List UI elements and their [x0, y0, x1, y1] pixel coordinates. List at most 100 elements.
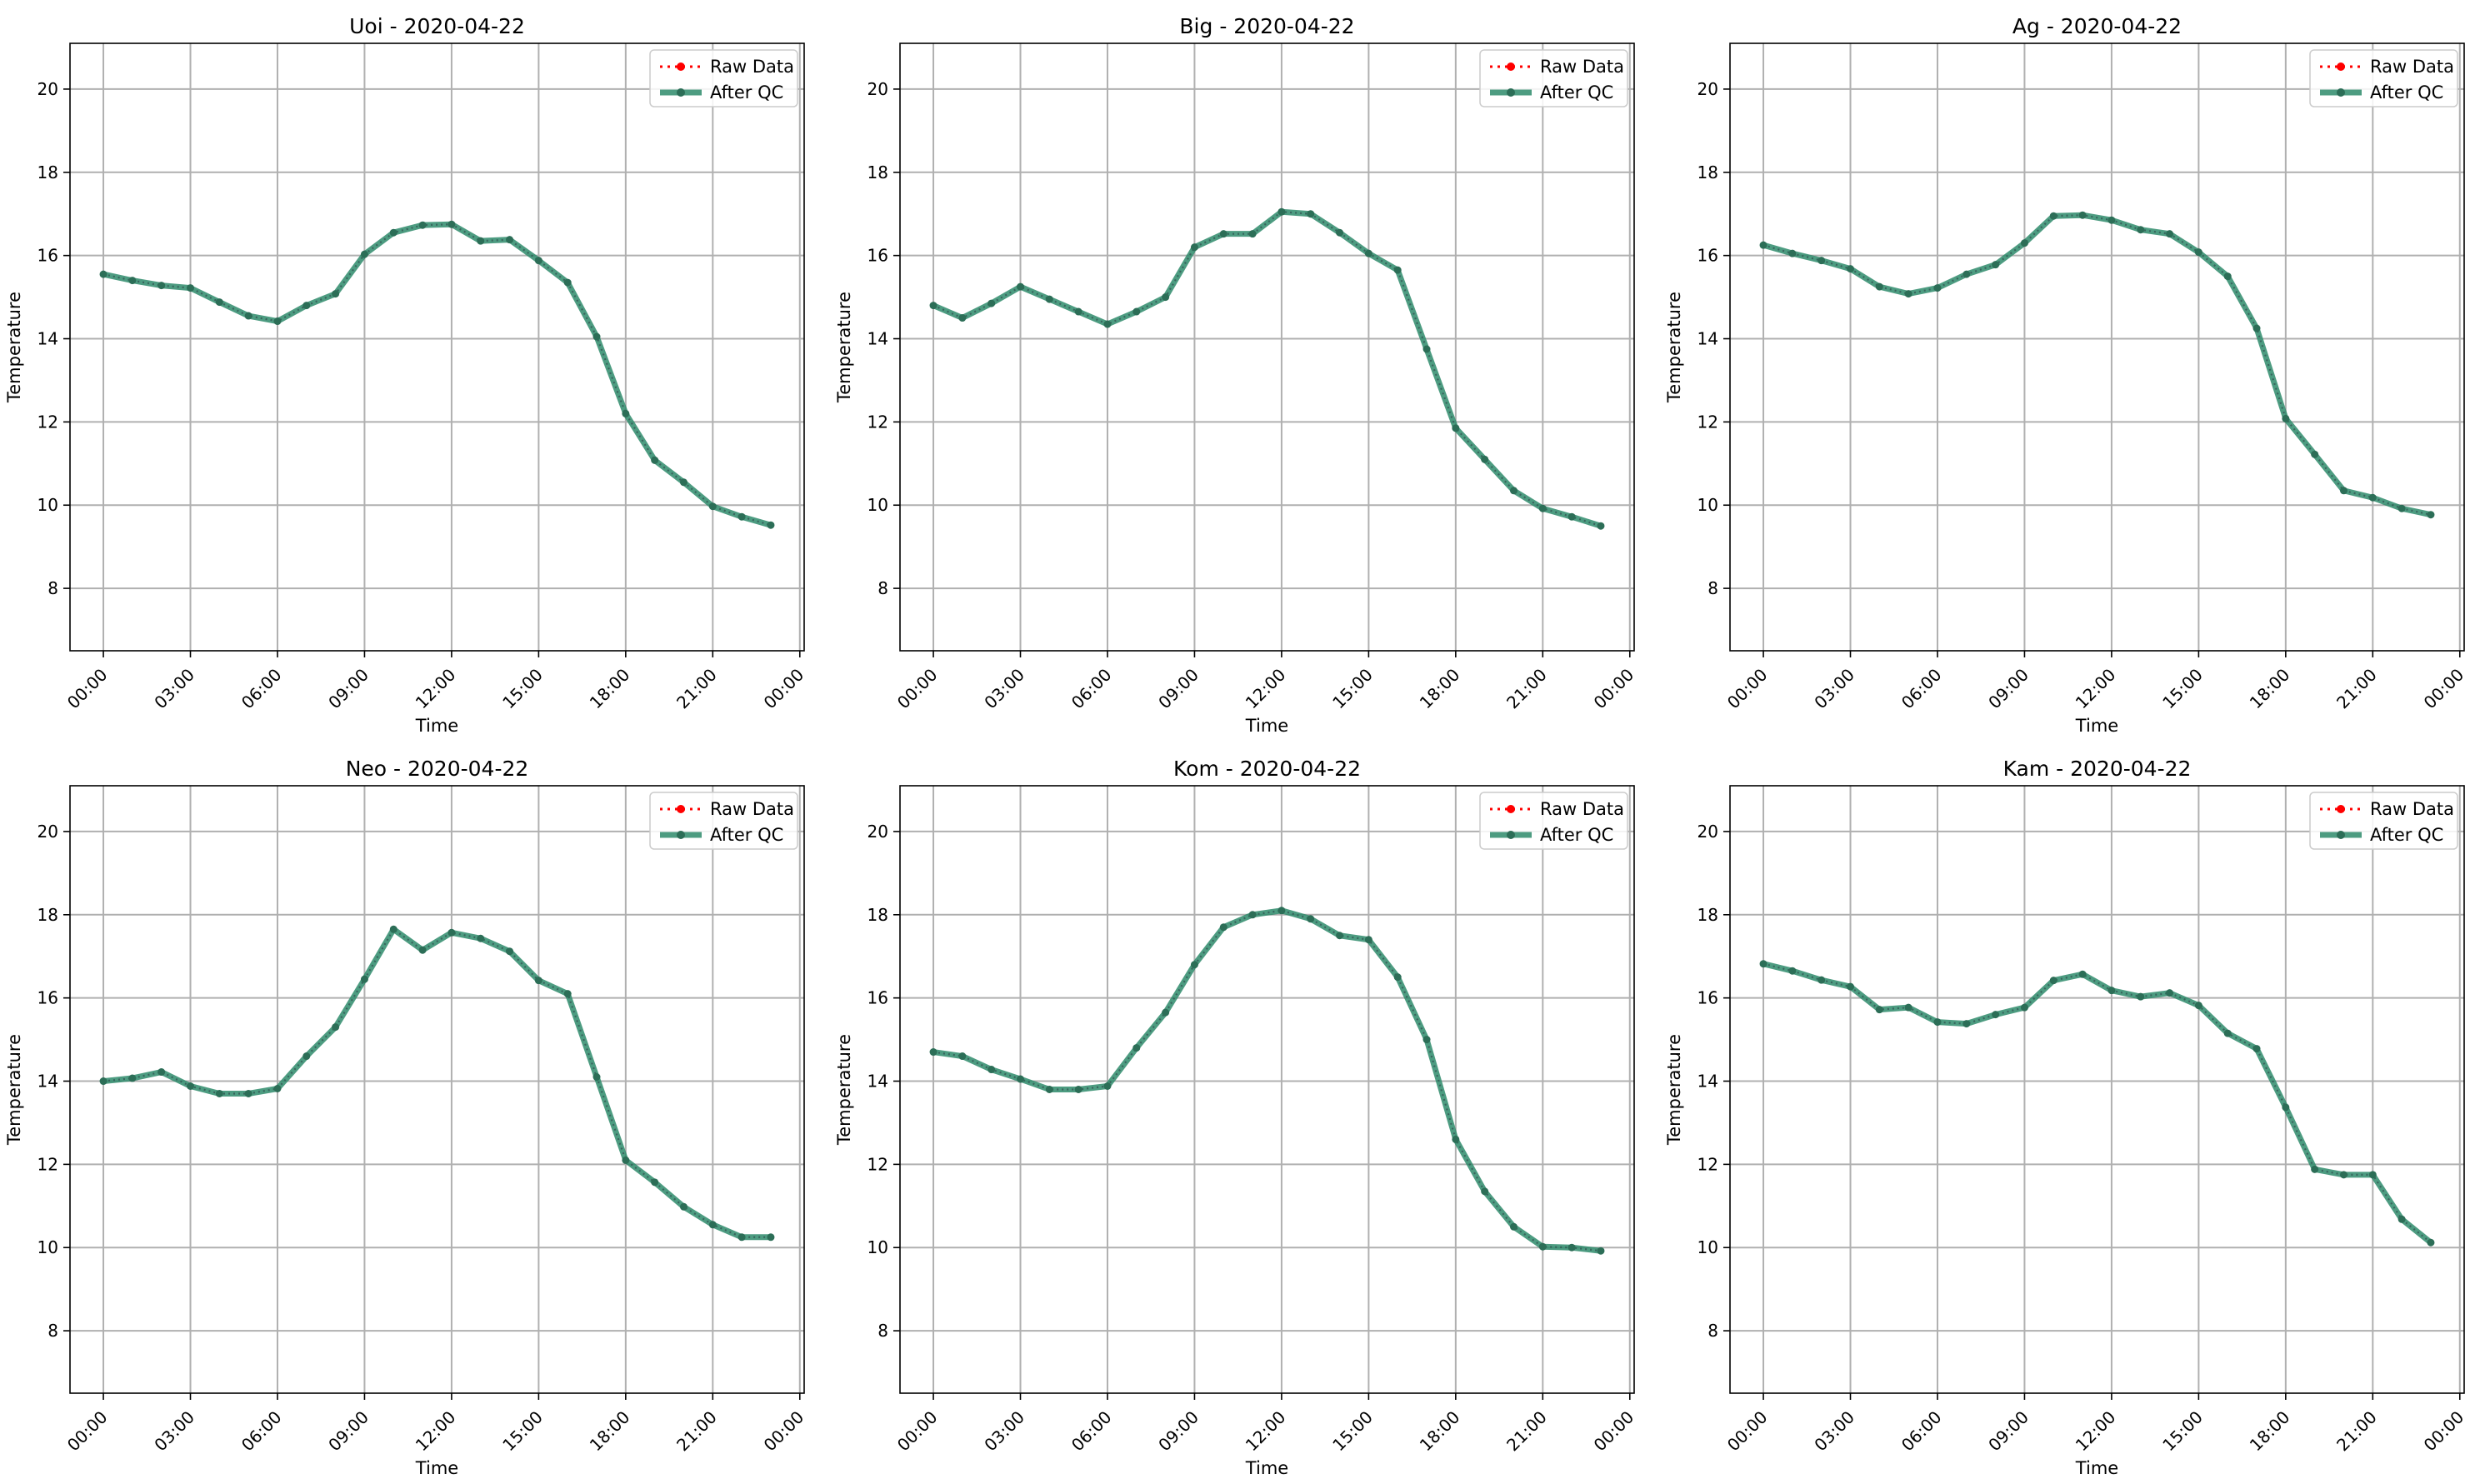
data-point-after-qc: [1788, 967, 1797, 975]
x-tick-label: 00:00: [2420, 665, 2468, 713]
y-tick-label: 8: [48, 1321, 58, 1341]
data-point-after-qc: [1847, 265, 1855, 273]
data-point-after-qc: [1190, 243, 1198, 252]
x-tick-label: 00:00: [1723, 665, 1772, 713]
y-tick-label: 20: [1698, 822, 1718, 842]
x-axis-label: Time: [415, 716, 458, 736]
data-point-after-qc: [99, 270, 108, 278]
y-tick-label: 16: [1698, 988, 1718, 1008]
data-point-after-qc: [534, 257, 542, 265]
data-point-after-qc: [1933, 1018, 1942, 1027]
legend-marker-raw-data: [1507, 805, 1515, 813]
y-tick-label: 20: [38, 79, 58, 99]
data-point-after-qc: [477, 237, 485, 245]
data-point-after-qc: [1759, 241, 1768, 249]
subplot-title: Neo - 2020-04-22: [346, 757, 529, 781]
data-point-after-qc: [1568, 1243, 1576, 1252]
data-point-after-qc: [2427, 1238, 2435, 1247]
data-point-after-qc: [1162, 1008, 1170, 1017]
x-tick-label: 15:00: [2158, 1407, 2207, 1456]
x-tick-label: 09:00: [324, 665, 372, 713]
data-point-after-qc: [534, 977, 542, 985]
legend-label-raw-data: Raw Data: [710, 57, 794, 77]
data-point-after-qc: [332, 290, 340, 298]
data-point-after-qc: [651, 1178, 659, 1187]
x-tick-label: 09:00: [1154, 1407, 1202, 1456]
data-point-after-qc: [622, 1156, 630, 1164]
y-tick-label: 20: [1698, 79, 1718, 99]
legend-marker-after-qc: [677, 88, 685, 97]
data-point-after-qc: [1017, 282, 1025, 291]
data-point-after-qc: [958, 314, 967, 322]
data-point-after-qc: [1452, 424, 1460, 432]
x-tick-label: 00:00: [893, 1407, 942, 1456]
series-line-after-qc: [932, 907, 1602, 1254]
data-point-after-qc: [273, 317, 282, 326]
legend-marker-raw-data: [1507, 62, 1515, 71]
data-point-after-qc: [1162, 293, 1170, 302]
x-tick-label: 00:00: [760, 1407, 808, 1456]
y-tick-label: 20: [38, 822, 58, 842]
data-point-after-qc: [506, 236, 514, 244]
x-tick-label: 15:00: [1328, 1407, 1377, 1456]
data-point-after-qc: [2368, 493, 2377, 502]
x-tick-label: 03:00: [1810, 665, 1858, 713]
data-point-after-qc: [187, 284, 195, 292]
data-point-after-qc: [2108, 987, 2116, 995]
data-point-after-qc: [1509, 1222, 1518, 1231]
y-axis-label: Temperature: [834, 292, 854, 403]
x-tick-label: 21:00: [2332, 1407, 2381, 1456]
x-tick-label: 09:00: [324, 1407, 372, 1456]
data-point-after-qc: [2223, 272, 2232, 281]
x-tick-label: 06:00: [238, 665, 286, 713]
data-point-after-qc: [332, 1023, 340, 1032]
legend-marker-raw-data: [2337, 62, 2345, 71]
y-tick-label: 12: [1698, 412, 1718, 432]
data-point-after-qc: [1509, 487, 1518, 495]
data-point-after-qc: [1307, 210, 1315, 218]
series-line-after-qc: [102, 221, 772, 528]
data-point-after-qc: [1219, 230, 1228, 238]
legend: Raw Data After QC: [1479, 49, 1628, 107]
x-tick-label: 00:00: [760, 665, 808, 713]
x-tick-label: 03:00: [980, 1407, 1028, 1456]
y-tick-label: 14: [38, 1072, 58, 1092]
data-point-after-qc: [2049, 977, 2058, 985]
data-point-after-qc: [2252, 324, 2261, 332]
y-tick-label: 18: [868, 162, 888, 182]
y-tick-label: 20: [868, 822, 888, 842]
data-point-after-qc: [2282, 414, 2290, 422]
data-point-after-qc: [2339, 487, 2348, 495]
data-point-after-qc: [418, 221, 427, 229]
y-tick-label: 18: [38, 162, 58, 182]
data-point-after-qc: [708, 502, 717, 511]
data-point-after-qc: [1248, 911, 1257, 919]
x-tick-label: 15:00: [2158, 665, 2207, 713]
y-tick-label: 8: [48, 578, 58, 598]
y-tick-label: 18: [38, 905, 58, 925]
y-tick-label: 8: [878, 1321, 888, 1341]
y-tick-label: 8: [1708, 578, 1718, 598]
y-tick-label: 14: [868, 329, 888, 349]
y-tick-label: 18: [868, 905, 888, 925]
data-point-after-qc: [1992, 261, 2000, 269]
y-axis-label: Temperature: [834, 1034, 854, 1146]
legend: Raw Data After QC: [2309, 792, 2458, 850]
subplot-4: 00:00 03:00 06:00 09:00 12:00 15:00 18:00 21:00…: [4, 757, 808, 1478]
data-point-after-qc: [2194, 1002, 2202, 1010]
data-point-after-qc: [1190, 961, 1198, 969]
legend-label-after-qc: After QC: [710, 825, 783, 845]
series-line-after-qc: [102, 926, 771, 1241]
subplot-title: Uoi - 2020-04-22: [349, 14, 525, 38]
data-point-after-qc: [2427, 511, 2435, 519]
y-tick-label: 10: [1698, 495, 1718, 515]
x-tick-label: 12:00: [412, 1407, 460, 1456]
x-tick-label: 12:00: [412, 665, 460, 713]
legend-label-raw-data: Raw Data: [2370, 799, 2454, 819]
series-line-after-qc: [932, 208, 1602, 529]
x-tick-label: 06:00: [1898, 665, 1946, 713]
axes-frame: [899, 42, 1635, 652]
data-point-after-qc: [1132, 1044, 1141, 1052]
data-point-after-qc: [1759, 960, 1768, 968]
